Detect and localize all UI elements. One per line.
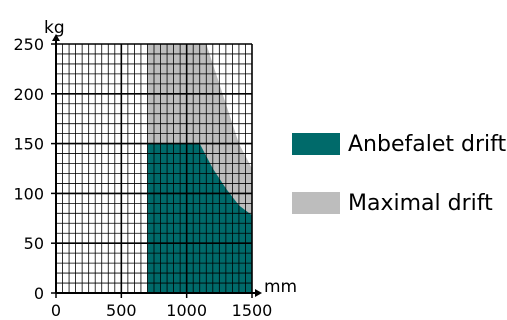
legend-label-anbefalet: Anbefalet drift xyxy=(348,131,507,157)
x-tick-label: 500 xyxy=(106,301,137,320)
y-axis-arrow xyxy=(52,34,60,41)
legend-item-anbefalet: Anbefalet drift xyxy=(292,124,506,164)
x-axis-label: mm xyxy=(264,277,297,297)
x-tick-label: 0 xyxy=(51,301,61,320)
y-axis-label: kg xyxy=(44,18,65,38)
legend-swatch-anbefalet xyxy=(292,133,340,155)
x-tick-label: 1500 xyxy=(232,301,273,320)
x-tick-label: 1000 xyxy=(166,301,207,320)
y-tick-label: 100 xyxy=(13,184,44,203)
y-tick-label: 200 xyxy=(13,85,44,104)
legend-label-maximal: Maximal drift xyxy=(348,190,493,216)
x-axis-arrow xyxy=(255,289,262,297)
legend-item-maximal: Maximal drift xyxy=(292,183,506,223)
legend: Anbefalet drift Maximal drift xyxy=(292,124,506,242)
y-tick-label: 50 xyxy=(24,234,44,253)
y-tick-label: 150 xyxy=(13,135,44,154)
y-tick-label: 250 xyxy=(13,35,44,54)
y-tick-label: 0 xyxy=(34,284,44,303)
legend-swatch-maximal xyxy=(292,192,340,214)
